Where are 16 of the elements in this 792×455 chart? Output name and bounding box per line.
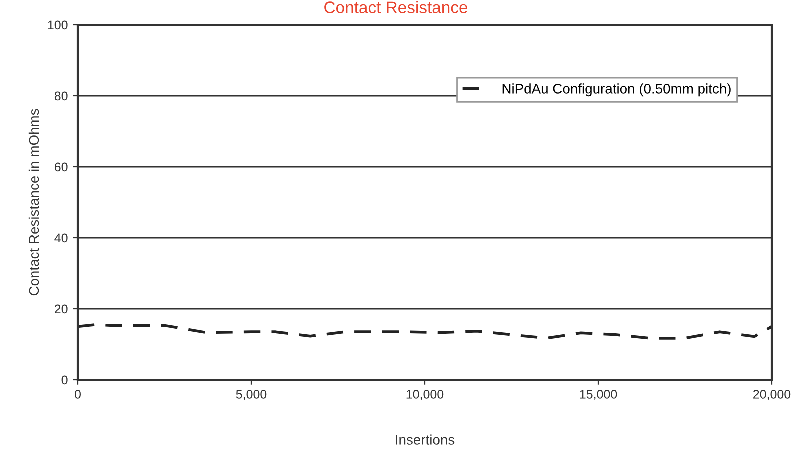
x-tick-label: 0 <box>75 390 81 399</box>
y-axis-title: Contact Resistance in mOhms <box>28 109 40 296</box>
y-tick-label: 80 <box>54 92 68 101</box>
x-tick-label: 20,000 <box>754 390 791 400</box>
y-tick-label: 100 <box>48 20 68 30</box>
line-series <box>78 324 772 340</box>
y-tick-label: 40 <box>54 234 68 243</box>
y-tick-label: 0 <box>62 376 68 385</box>
x-tick-label: 5,000 <box>236 390 267 400</box>
x-tick-label: 10,000 <box>406 390 444 400</box>
x-tick-label: 15,000 <box>580 390 618 400</box>
chart-title: Contact Resistance <box>324 1 468 14</box>
x-axis-title: Insertions <box>396 434 455 445</box>
y-tick-label: 20 <box>55 304 68 314</box>
y-tick-label: 60 <box>55 162 68 172</box>
legend-label: NiPdAu Configuration (0.50mm pitch) <box>502 84 731 97</box>
